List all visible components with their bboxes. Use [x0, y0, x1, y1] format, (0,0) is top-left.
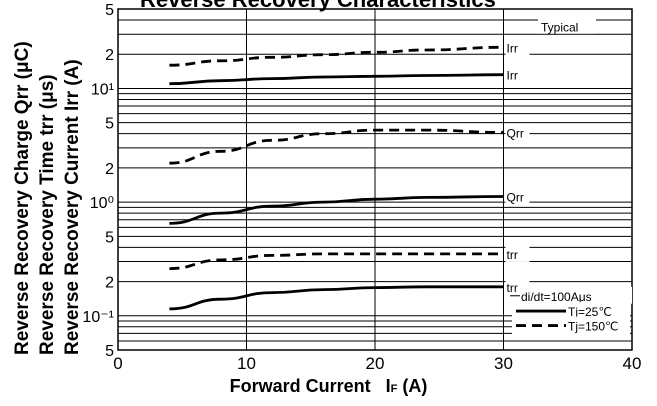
legend-entry-bg — [512, 302, 630, 321]
x-tick-label: 40 — [623, 354, 642, 373]
y-tick-label: 5 — [105, 343, 114, 360]
x-axis-label: Forward Current IF (A) — [0, 376, 657, 397]
y-tick-label: 2 — [105, 47, 114, 64]
plot-frame — [117, 8, 633, 351]
y-axis-label-trr: Reverse Recovery Time trr (μs) — [37, 74, 58, 355]
series-line-qrr-25c — [169, 195, 504, 225]
y-axis-label-irr: Reverse Recovery Current Irr (A) — [62, 59, 83, 355]
x-tick-label: 30 — [494, 354, 513, 373]
y-tick-label: 5 — [105, 116, 114, 133]
typical-label: Typical — [541, 21, 578, 35]
x-tick-label: 10 — [237, 354, 256, 373]
series-line-irr-150c — [169, 45, 504, 67]
y-tick-label: 2 — [105, 275, 114, 292]
series-label-bg — [505, 123, 530, 141]
x-tick-label: 20 — [366, 354, 385, 373]
series-line-trr-25c — [169, 285, 504, 311]
x-axis-label-unit: (A) — [402, 376, 428, 396]
series-label-bg — [505, 187, 530, 205]
series-label-qrr: Qrr — [507, 191, 524, 205]
legend-entry-bg — [512, 316, 630, 335]
y-tick-label: 10⁰ — [90, 195, 114, 212]
condition-label: di/dt=100Aμs — [521, 290, 592, 304]
series-line-irr-25c — [169, 73, 504, 86]
x-axis-label-main: Forward Current — [229, 376, 371, 396]
y-tick-label: 10¹ — [91, 81, 114, 98]
series-label-trr: trr — [507, 281, 518, 295]
y-tick-label: 2 — [105, 161, 114, 178]
typical-label-bg — [538, 17, 596, 34]
x-axis-label-subscript: F — [390, 383, 398, 395]
y-axis-label-qrr: Reverse Recovery Charge Qrr (μC) — [12, 41, 33, 355]
x-axis-label-symbol: I — [385, 376, 391, 396]
y-tick-label: 5 — [105, 2, 114, 19]
series-label-bg — [505, 244, 530, 262]
condition-label-bg — [516, 286, 632, 304]
legend-label: Tj=150℃ — [568, 320, 619, 334]
series-line-qrr-150c — [169, 128, 504, 165]
series-label-qrr: Qrr — [507, 126, 524, 140]
series-label-bg — [505, 38, 530, 56]
y-tick-label: 10⁻¹ — [82, 309, 114, 326]
series-label-trr: trr — [507, 248, 518, 262]
series-line-trr-150c — [169, 252, 504, 270]
series-label-irr: Irr — [507, 69, 518, 83]
x-tick-label: 0 — [113, 354, 122, 373]
y-tick-label: 5 — [105, 229, 114, 246]
series-label-irr: Irr — [507, 41, 518, 55]
series-label-bg — [505, 65, 530, 83]
legend-label: Tj=25℃ — [568, 305, 612, 319]
